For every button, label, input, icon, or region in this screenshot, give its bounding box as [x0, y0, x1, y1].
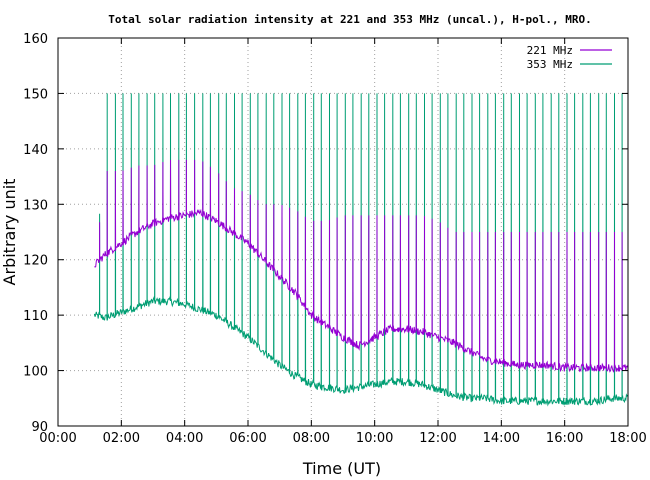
axis-ticks: 00:00 02:00 04:00 06:00 08:00 10:00 12:00 14:00… [23, 32, 647, 446]
chart-title: Total solar radiation intensity at 221 a… [108, 13, 591, 26]
series-line-353-mhz [93, 93, 629, 407]
y-tick-label: 110 [23, 309, 48, 324]
y-tick-label: 130 [23, 198, 48, 213]
x-axis-label: Time (UT) [302, 459, 381, 478]
x-tick-label: 04:00 [166, 431, 203, 446]
x-tick-label: 08:00 [293, 431, 330, 446]
x-tick-label: 18:00 [609, 431, 646, 446]
x-tick-label: 10:00 [356, 431, 393, 446]
grid [58, 38, 628, 426]
y-tick-label: 160 [23, 32, 48, 47]
y-tick-label: 90 [31, 420, 48, 435]
y-tick-label: 150 [23, 87, 48, 102]
series-line-221-mhz [94, 159, 629, 374]
x-tick-label: 02:00 [103, 431, 140, 446]
x-tick-label: 06:00 [229, 431, 266, 446]
series-layer [93, 93, 629, 407]
y-tick-label: 120 [23, 254, 48, 269]
y-tick-label: 140 [23, 143, 48, 158]
x-tick-label: 12:00 [419, 431, 456, 446]
plot-frame [57, 37, 629, 427]
legend-label: 353 MHz [527, 58, 573, 71]
x-tick-label: 14:00 [483, 431, 520, 446]
y-axis-label: Arbitrary unit [0, 179, 19, 286]
x-tick-label: 00:00 [39, 431, 76, 446]
x-tick-label: 16:00 [546, 431, 583, 446]
legend-label: 221 MHz [527, 44, 573, 57]
y-tick-label: 100 [23, 365, 48, 380]
